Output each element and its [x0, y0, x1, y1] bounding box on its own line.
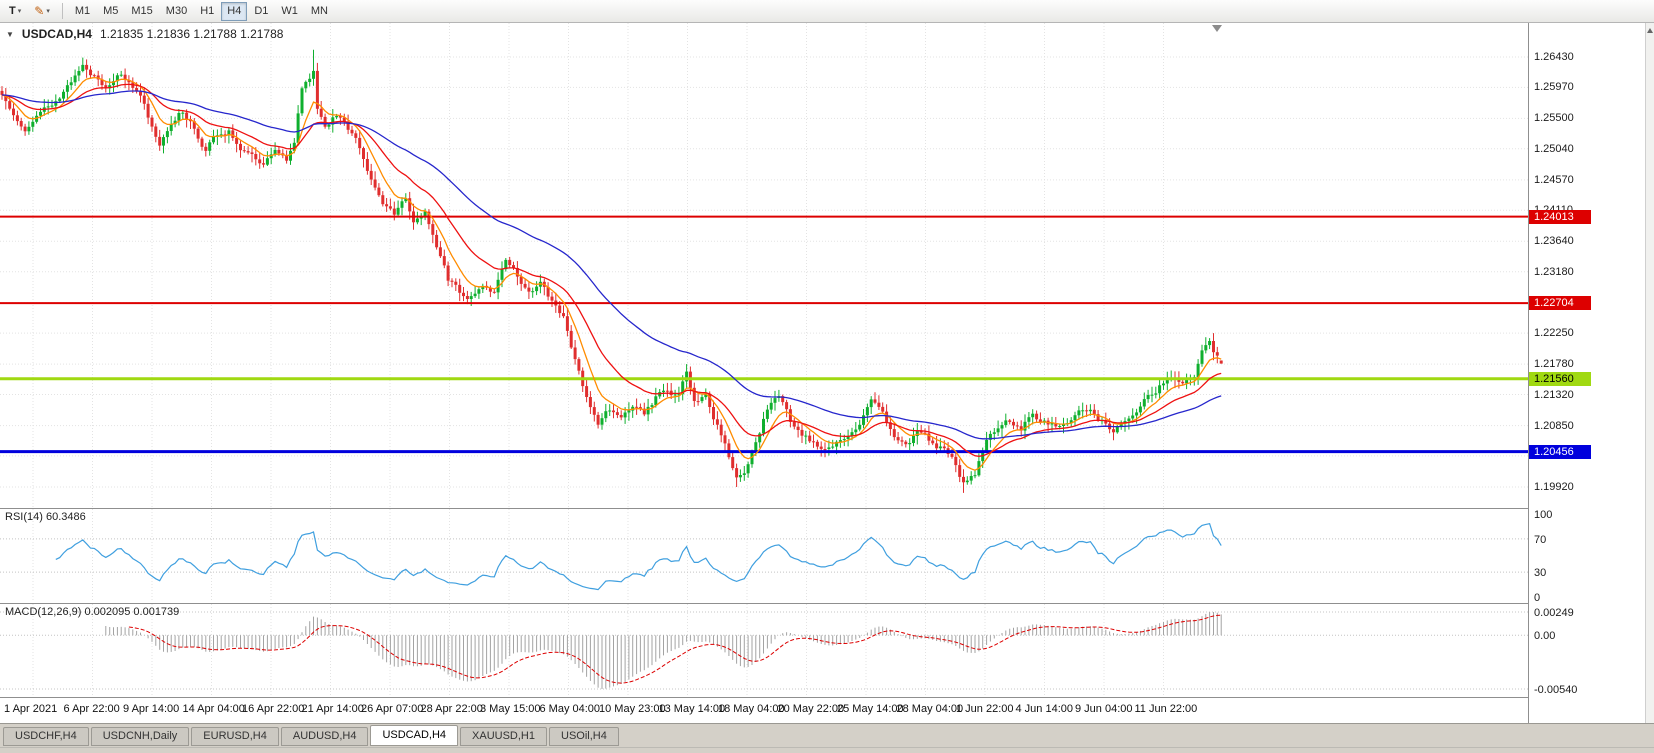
timeframe-button-d1[interactable]: D1	[248, 2, 274, 21]
time-label: 9 Apr 14:00	[123, 703, 180, 715]
timeframe-button-m15[interactable]: M15	[125, 2, 158, 21]
time-label: 6 May 04:00	[539, 703, 601, 715]
chart-tab-usdcnh-daily[interactable]: USDCNH,Daily	[90, 727, 190, 746]
moving-average-lines	[1, 76, 1222, 471]
time-label: 1 Jun 22:00	[956, 703, 1014, 715]
time-label: 26 Apr 07:00	[361, 703, 424, 715]
rsi-level-label: 70	[1534, 533, 1547, 546]
time-label: 1 Apr 2021	[4, 703, 58, 715]
macd-canvas	[0, 604, 1528, 697]
time-label: 25 May 14:00	[837, 703, 904, 715]
timeframe-button-h1[interactable]: H1	[194, 2, 220, 21]
price-tick: 1.21320	[1534, 388, 1574, 401]
macd-grid	[0, 604, 1528, 697]
price-tick: 1.20850	[1534, 419, 1574, 432]
time-label: 14 Apr 04:00	[182, 703, 245, 715]
timeframe-button-h4[interactable]: H4	[221, 1, 248, 21]
template-icon: T	[9, 5, 16, 17]
time-label: 13 May 14:00	[658, 703, 726, 715]
chart-tabs-bar: USDCHF,H4 USDCNH,Daily EURUSD,H4 AUDUSD,H4 U…	[0, 723, 1654, 747]
chevron-down-icon: ▾	[46, 8, 50, 15]
price-tick: 1.25040	[1534, 142, 1574, 155]
chart-tab-audusd-h4[interactable]: AUDUSD,H4	[280, 727, 369, 746]
pencil-icon: ✎	[34, 4, 45, 18]
rsi-panel[interactable]: RSI(14) 60.3486	[0, 509, 1528, 602]
time-label: 21 Apr 14:00	[301, 703, 364, 715]
chart-shift-marker[interactable]	[1212, 25, 1222, 32]
chart-symbol-label: USDCAD,H4	[21, 27, 92, 41]
time-label: 3 May 15:00	[480, 703, 541, 715]
timeframe-button-m30[interactable]: M30	[160, 2, 193, 21]
price-tick: 1.25500	[1534, 112, 1574, 125]
price-tag-1.20456: 1.20456	[1529, 444, 1591, 459]
macd-panel[interactable]: MACD(12,26,9) 0.002095 0.001739	[0, 604, 1528, 697]
timeframe-button-m5[interactable]: M5	[97, 2, 124, 21]
main-chart-panel[interactable]: ▼ USDCAD,H4 1.21835 1.21836 1.21788 1.21…	[0, 23, 1528, 508]
price-tag-1.24013: 1.24013	[1529, 209, 1591, 224]
macd-signal-line	[128, 614, 1222, 684]
time-label: 28 May 04:00	[896, 703, 964, 715]
price-axis[interactable]: 1.264301.259701.255001.250401.245701.241…	[1528, 23, 1654, 723]
rsi-level-label: 0	[1534, 592, 1541, 604]
price-tick: 1.24570	[1534, 173, 1574, 186]
macd-level-label: -0.00540	[1534, 684, 1578, 696]
window-bottom-strip	[0, 747, 1654, 753]
macd-histogram	[105, 612, 1222, 689]
rsi-level-label: 100	[1534, 509, 1553, 521]
toolbar-separator	[61, 3, 63, 19]
panel-divider[interactable]	[0, 508, 1654, 509]
timeframe-buttons: M1 M5 M15 M30 H1 H4 D1 W1 MN	[69, 1, 334, 21]
price-tick: 1.25970	[1534, 81, 1574, 94]
timeframe-button-w1[interactable]: W1	[275, 2, 304, 21]
horizontal-line-objects	[0, 215, 1528, 454]
drawing-tools-button[interactable]: ✎ ▾	[28, 2, 56, 21]
rsi-label: RSI(14) 60.3486	[5, 511, 86, 523]
chart-tab-xauusd-h1[interactable]: XAUUSD,H1	[460, 727, 547, 746]
time-label: 28 Apr 22:00	[420, 703, 483, 715]
time-label: 18 May 04:00	[718, 703, 785, 715]
chart-tab-eurusd-h4[interactable]: EURUSD,H4	[191, 727, 279, 746]
time-label: 6 Apr 22:00	[63, 703, 120, 715]
panel-divider[interactable]	[0, 603, 1654, 604]
time-axis[interactable]: 1 Apr 2021 6 Apr 22:00 9 Apr 14:00 14 Apr 0…	[0, 697, 1528, 723]
main-chart-canvas	[0, 23, 1528, 508]
time-label: 4 Jun 14:00	[1015, 703, 1074, 715]
price-tick: 1.26430	[1534, 51, 1574, 63]
time-label: 10 May 23:00	[599, 703, 666, 715]
right-gutter	[1645, 23, 1654, 723]
chevron-down-icon: ▾	[17, 8, 22, 15]
chart-region: ▼ USDCAD,H4 1.21835 1.21836 1.21788 1.21…	[0, 23, 1654, 723]
macd-label: MACD(12,26,9) 0.002095 0.001739	[5, 606, 180, 618]
time-label: 16 Apr 22:00	[242, 703, 305, 715]
rsi-level-label: 30	[1534, 567, 1547, 580]
time-label: 20 May 22:00	[777, 703, 845, 715]
templates-button[interactable]: T ▾	[3, 2, 27, 21]
time-label: 11 Jun 22:00	[1134, 703, 1198, 715]
price-tick: 1.19920	[1534, 481, 1574, 493]
price-tick: 1.23640	[1534, 235, 1574, 248]
macd-level-label: 0.00249	[1534, 607, 1574, 619]
timeframe-button-mn[interactable]: MN	[305, 2, 334, 21]
timeframe-button-m1[interactable]: M1	[69, 2, 96, 21]
chart-tab-usdcad-h4[interactable]: USDCAD,H4	[370, 725, 459, 746]
time-label: 9 Jun 04:00	[1075, 703, 1133, 715]
price-tick: 1.23180	[1534, 265, 1574, 278]
timeframe-toolbar: T ▾ ✎ ▾ M1 M5 M15 M30 H1 H4 D1 W1 MN	[0, 0, 1654, 23]
symbol-menu-icon[interactable]: ▼	[6, 29, 14, 39]
price-tick: 1.21780	[1534, 358, 1574, 371]
macd-level-label: 0.00	[1534, 630, 1556, 643]
price-tag-1.22704: 1.22704	[1529, 296, 1591, 311]
chart-tab-usoil-h4[interactable]: USOil,H4	[549, 727, 619, 746]
chart-tab-usdchf-h4[interactable]: USDCHF,H4	[3, 727, 89, 746]
chart-ohlc-values: 1.21835 1.21836 1.21788 1.21788	[99, 27, 284, 41]
price-tick: 1.22250	[1534, 327, 1574, 340]
rsi-grid	[0, 509, 1528, 602]
rsi-canvas	[0, 509, 1528, 602]
panel-divider	[0, 697, 1654, 698]
rsi-line	[55, 523, 1222, 591]
scroll-up-icon[interactable]	[1647, 28, 1653, 33]
chart-header: ▼ USDCAD,H4 1.21835 1.21836 1.21788 1.21…	[6, 27, 283, 41]
price-tag-1.21560: 1.21560	[1529, 371, 1591, 386]
